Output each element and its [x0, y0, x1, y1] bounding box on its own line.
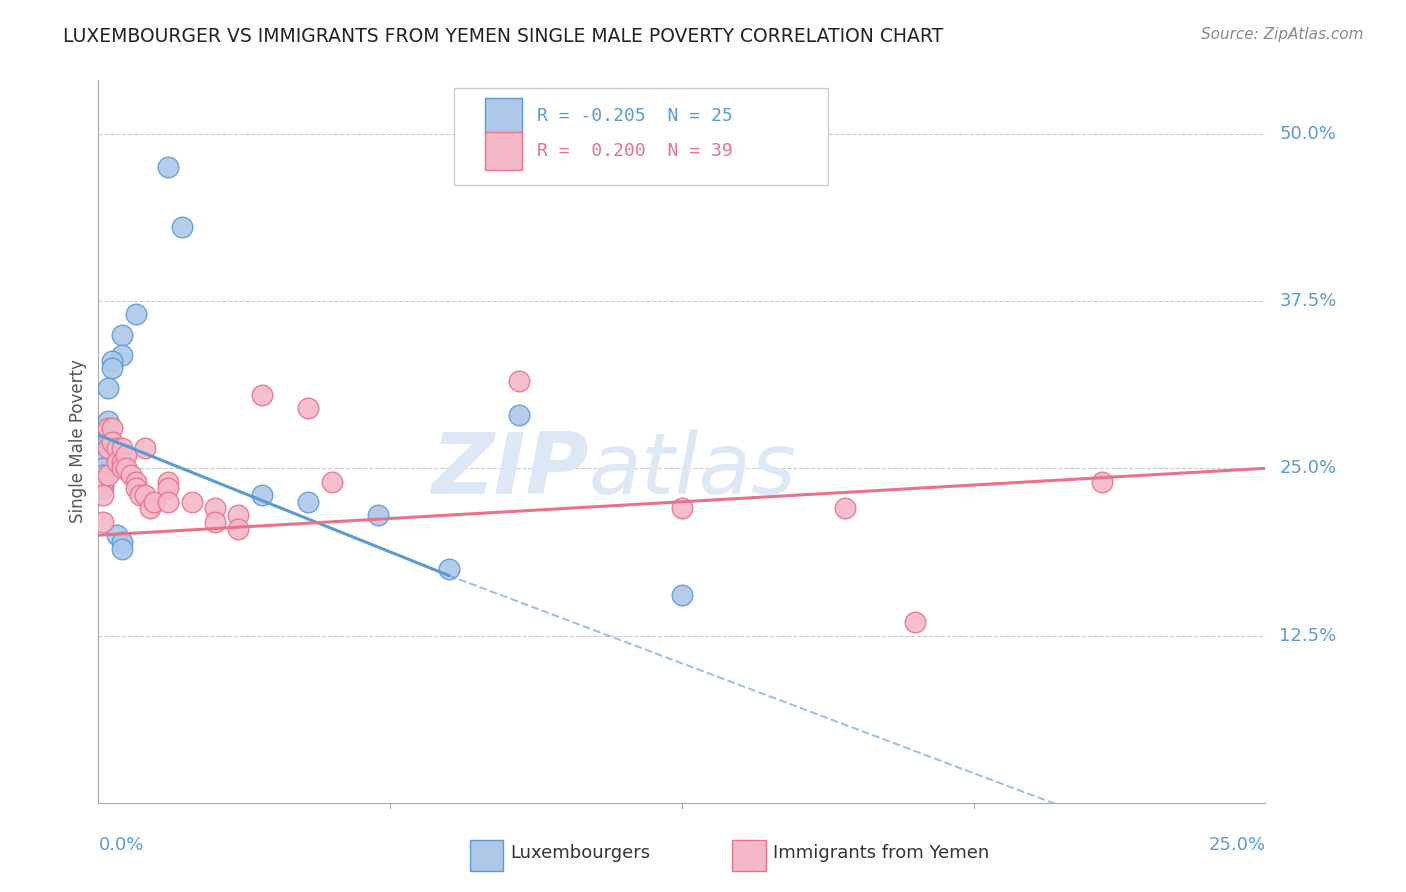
- Text: ZIP: ZIP: [430, 429, 589, 512]
- Point: [671, 501, 693, 516]
- Point: [180, 494, 202, 508]
- Point: [125, 482, 148, 496]
- Text: 25.0%: 25.0%: [1208, 837, 1265, 855]
- Point: [1091, 475, 1114, 489]
- Text: 25.0%: 25.0%: [1279, 459, 1337, 477]
- Point: [204, 515, 226, 529]
- Point: [105, 442, 128, 455]
- Point: [120, 467, 142, 482]
- FancyBboxPatch shape: [454, 87, 828, 185]
- Point: [111, 455, 134, 469]
- Point: [91, 475, 114, 489]
- Point: [172, 220, 194, 235]
- Point: [91, 467, 114, 482]
- Point: [97, 467, 120, 482]
- Text: Immigrants from Yemen: Immigrants from Yemen: [773, 845, 990, 863]
- Point: [97, 442, 120, 455]
- Point: [143, 494, 166, 508]
- Point: [125, 307, 148, 322]
- Point: [904, 615, 927, 630]
- Point: [834, 501, 856, 516]
- Text: R = -0.205  N = 25: R = -0.205 N = 25: [537, 107, 733, 126]
- Point: [129, 488, 152, 502]
- Point: [250, 488, 273, 502]
- Point: [204, 501, 226, 516]
- Point: [97, 434, 120, 449]
- Text: 50.0%: 50.0%: [1279, 125, 1336, 143]
- Text: 0.0%: 0.0%: [98, 837, 143, 855]
- Text: 12.5%: 12.5%: [1279, 626, 1337, 645]
- Point: [157, 494, 180, 508]
- Point: [367, 508, 389, 523]
- Point: [91, 461, 114, 475]
- Point: [111, 461, 134, 475]
- Text: R =  0.200  N = 39: R = 0.200 N = 39: [537, 142, 733, 160]
- Text: LUXEMBOURGER VS IMMIGRANTS FROM YEMEN SINGLE MALE POVERTY CORRELATION CHART: LUXEMBOURGER VS IMMIGRANTS FROM YEMEN SI…: [63, 27, 943, 45]
- Point: [111, 327, 134, 342]
- Point: [321, 475, 343, 489]
- Point: [97, 442, 120, 455]
- FancyBboxPatch shape: [485, 132, 522, 169]
- Point: [101, 434, 124, 449]
- Text: Luxembourgers: Luxembourgers: [510, 845, 651, 863]
- Point: [105, 528, 128, 542]
- Point: [91, 475, 114, 489]
- Point: [97, 414, 120, 428]
- Point: [297, 494, 319, 508]
- Point: [157, 161, 180, 175]
- Point: [91, 488, 114, 502]
- Point: [101, 421, 124, 435]
- Y-axis label: Single Male Poverty: Single Male Poverty: [69, 359, 87, 524]
- Point: [97, 381, 120, 395]
- Point: [139, 501, 162, 516]
- Point: [97, 421, 120, 435]
- Point: [91, 482, 114, 496]
- Text: atlas: atlas: [589, 429, 797, 512]
- Point: [157, 475, 180, 489]
- FancyBboxPatch shape: [485, 97, 522, 136]
- Point: [297, 401, 319, 416]
- Point: [91, 455, 114, 469]
- Point: [115, 448, 138, 462]
- FancyBboxPatch shape: [470, 840, 503, 871]
- Point: [105, 455, 128, 469]
- Point: [101, 361, 124, 376]
- Point: [134, 442, 156, 455]
- Point: [250, 387, 273, 401]
- Point: [508, 408, 530, 422]
- Point: [101, 354, 124, 368]
- Text: Source: ZipAtlas.com: Source: ZipAtlas.com: [1201, 27, 1364, 42]
- Point: [125, 475, 148, 489]
- Point: [437, 562, 460, 576]
- Point: [134, 488, 156, 502]
- Text: 37.5%: 37.5%: [1279, 292, 1337, 310]
- Point: [671, 589, 693, 603]
- Point: [228, 508, 250, 523]
- FancyBboxPatch shape: [733, 840, 766, 871]
- Point: [111, 534, 134, 549]
- Point: [91, 515, 114, 529]
- Point: [228, 521, 250, 535]
- Point: [111, 348, 134, 362]
- Point: [157, 482, 180, 496]
- Point: [111, 541, 134, 556]
- Point: [508, 375, 530, 389]
- Point: [111, 442, 134, 455]
- Point: [115, 461, 138, 475]
